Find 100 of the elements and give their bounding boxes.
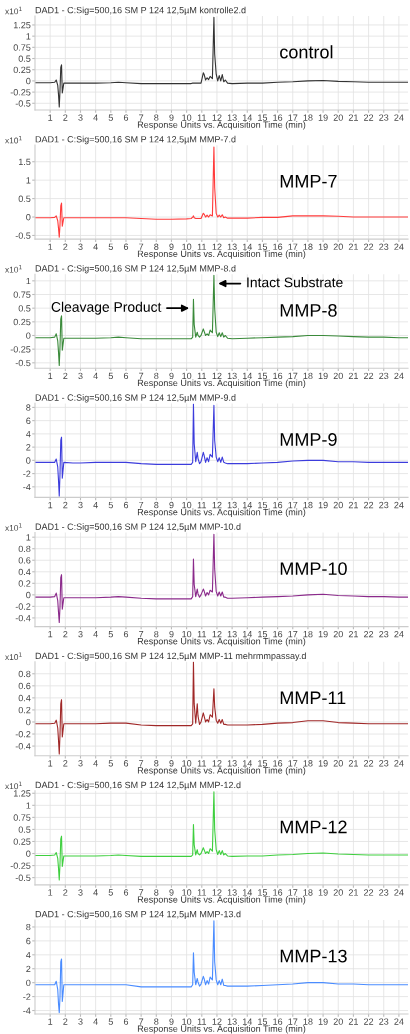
- x-tick-label: 11: [197, 760, 207, 767]
- x-tick-label: 10: [182, 114, 192, 121]
- chart-title: DAD1 - C:Sig=500,16 SM P 124 12,5µM MMP-9.d: [35, 394, 236, 403]
- x-tick-label: 7: [139, 243, 144, 250]
- y-tick-label: 2: [26, 444, 31, 451]
- x-tick-label: 4: [93, 114, 98, 121]
- y-tick-label: 1.25: [13, 790, 31, 797]
- y-tick-label: 0.8: [18, 670, 31, 678]
- y-tick-label: -0.5: [15, 232, 31, 239]
- x-tick-label: 17: [288, 631, 298, 638]
- x-tick-label: 17: [288, 372, 298, 379]
- x-tick-label: 4: [93, 372, 98, 379]
- y-tick-label: 0: [26, 850, 31, 857]
- x-tick-label: 19: [318, 372, 328, 380]
- y-tick-label: -0.4: [15, 614, 31, 622]
- x-tick-label: 12: [212, 760, 222, 767]
- x-tick-label: 11: [197, 114, 207, 121]
- x-tick-label: 18: [303, 889, 313, 896]
- x-tick-label: 10: [182, 1018, 192, 1025]
- x-tick-label: 9: [169, 501, 174, 509]
- x-tick-label: 24: [394, 1018, 404, 1025]
- x-axis-title: Response Units vs. Acquisition Time (min): [137, 637, 306, 647]
- x-tick-label: 8: [154, 630, 159, 638]
- y-tick-label: 4: [26, 951, 31, 959]
- y-tick-label: -0.25: [10, 346, 31, 353]
- x-tick-label: 24: [394, 114, 404, 121]
- annotation: MMP-7: [280, 174, 337, 188]
- x-tick-label: 8: [154, 889, 159, 896]
- x-tick-label: 14: [242, 889, 253, 896]
- y-tick-label: 0.4: [18, 694, 31, 702]
- y-tick-label: 0.75: [13, 814, 31, 821]
- x-tick-label: 5: [108, 760, 113, 767]
- x-tick-label: 15: [258, 760, 268, 767]
- x-tick-label: 11: [197, 372, 207, 379]
- chart-title: DAD1 - C:Sig=500,16 SM P 124 12,5µM MMP-12.d: [35, 781, 241, 790]
- x-tick-label: 9: [169, 114, 174, 121]
- x-tick-label: 19: [318, 1018, 328, 1025]
- x-tick-label: 3: [78, 1018, 83, 1025]
- y-tick-label: 1: [26, 33, 31, 40]
- x-tick-label: 2: [63, 630, 68, 638]
- x-tick-label: 11: [197, 631, 207, 638]
- y-tick-label: -0.5: [15, 359, 31, 367]
- y-tick-label: 4: [26, 430, 31, 438]
- x-tick-label: 22: [364, 1018, 374, 1025]
- y-tick-label: 0.5: [18, 195, 31, 202]
- x-tick-label: 17: [288, 243, 298, 250]
- x-axis-title: Response Units vs. Acquisition Time (min): [137, 379, 306, 388]
- x-tick-label: 12: [212, 114, 222, 121]
- x-tick-label: 18: [303, 372, 313, 380]
- x-tick-label: 4: [93, 243, 98, 250]
- annotation: MMP-11: [280, 691, 346, 704]
- x-tick-label: 13: [227, 114, 237, 121]
- y-axis-title: x10$^{1}$: [5, 652, 22, 661]
- x-tick-label: 20: [333, 889, 343, 896]
- x-tick-label: 18: [303, 1018, 313, 1025]
- y-tick-label: 1.25: [13, 21, 31, 29]
- x-tick-label: 8: [154, 372, 159, 380]
- y-tick-label: -4: [23, 1007, 31, 1014]
- annotation: MMP-10: [280, 562, 347, 576]
- chart-title: DAD1 - C:Sig=500,16 SM P 124 12,5µM MMP-10.d: [35, 523, 241, 532]
- y-tick-label: 0.4: [18, 568, 31, 576]
- x-tick-label: 6: [123, 501, 129, 509]
- x-tick-label: 23: [379, 889, 389, 896]
- line-series: [35, 146, 408, 238]
- x-tick-label: 14: [242, 631, 253, 638]
- y-tick-label: 0: [26, 718, 31, 726]
- line-series: [35, 920, 408, 1014]
- x-tick-label: 18: [303, 243, 313, 250]
- x-tick-label: 6: [123, 889, 129, 896]
- x-tick-label: 3: [78, 630, 83, 638]
- x-tick-label: 3: [78, 372, 83, 380]
- x-axis-title: Response Units vs. Acquisition Time (min): [137, 1025, 306, 1034]
- x-tick-label: 5: [108, 372, 113, 380]
- x-tick-label: 15: [258, 243, 268, 250]
- x-tick-label: 9: [169, 889, 174, 896]
- x-tick-label: 4: [93, 631, 98, 638]
- x-tick-label: 17: [288, 1018, 298, 1025]
- x-tick-label: 14: [242, 372, 253, 379]
- x-tick-label: 14: [242, 501, 253, 509]
- y-tick-label: 0.25: [13, 66, 31, 74]
- x-tick-label: 21: [348, 114, 358, 121]
- y-tick-label: 1: [26, 277, 31, 285]
- x-tick-label: 3: [78, 114, 83, 121]
- y-tick-label: 0: [26, 213, 31, 221]
- y-tick-label: 1.5: [18, 158, 31, 166]
- x-tick-label: 19: [318, 243, 328, 250]
- x-tick-label: 13: [227, 889, 237, 896]
- x-tick-label: 23: [379, 372, 389, 380]
- x-tick-label: 13: [227, 372, 237, 380]
- x-axis-title: Response Units vs. Acquisition Time (min): [137, 121, 306, 130]
- y-tick-label: 8: [26, 923, 31, 931]
- x-tick-label: 24: [394, 889, 404, 896]
- y-tick-label: -0.25: [10, 89, 31, 96]
- x-tick-label: 16: [273, 760, 283, 767]
- x-tick-label: 2: [63, 114, 68, 121]
- x-tick-label: 6: [123, 243, 129, 250]
- x-tick-label: 4: [93, 501, 98, 509]
- x-tick-label: 22: [364, 501, 374, 509]
- x-tick-label: 21: [348, 243, 358, 250]
- x-tick-label: 2: [63, 243, 68, 250]
